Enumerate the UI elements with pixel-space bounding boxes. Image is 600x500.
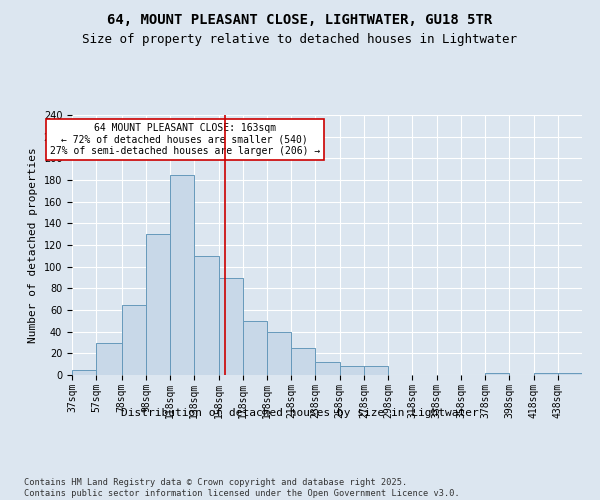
Bar: [267, 332, 291, 375]
Text: Distribution of detached houses by size in Lightwater: Distribution of detached houses by size …: [121, 408, 479, 418]
Bar: [364, 366, 388, 375]
Bar: [72, 370, 96, 375]
Bar: [122, 304, 146, 375]
Bar: [243, 321, 267, 375]
Bar: [194, 256, 218, 375]
Bar: [96, 342, 122, 375]
Y-axis label: Number of detached properties: Number of detached properties: [28, 147, 38, 343]
Text: Size of property relative to detached houses in Lightwater: Size of property relative to detached ho…: [83, 32, 517, 46]
Bar: [218, 278, 243, 375]
Bar: [316, 362, 340, 375]
Text: Contains HM Land Registry data © Crown copyright and database right 2025.
Contai: Contains HM Land Registry data © Crown c…: [24, 478, 460, 498]
Bar: [533, 373, 558, 375]
Bar: [340, 366, 364, 375]
Text: 64 MOUNT PLEASANT CLOSE: 163sqm
← 72% of detached houses are smaller (540)
27% o: 64 MOUNT PLEASANT CLOSE: 163sqm ← 72% of…: [50, 122, 320, 156]
Text: 64, MOUNT PLEASANT CLOSE, LIGHTWATER, GU18 5TR: 64, MOUNT PLEASANT CLOSE, LIGHTWATER, GU…: [107, 12, 493, 26]
Bar: [558, 373, 582, 375]
Bar: [146, 234, 170, 375]
Bar: [291, 348, 316, 375]
Bar: [485, 373, 509, 375]
Bar: [170, 174, 194, 375]
